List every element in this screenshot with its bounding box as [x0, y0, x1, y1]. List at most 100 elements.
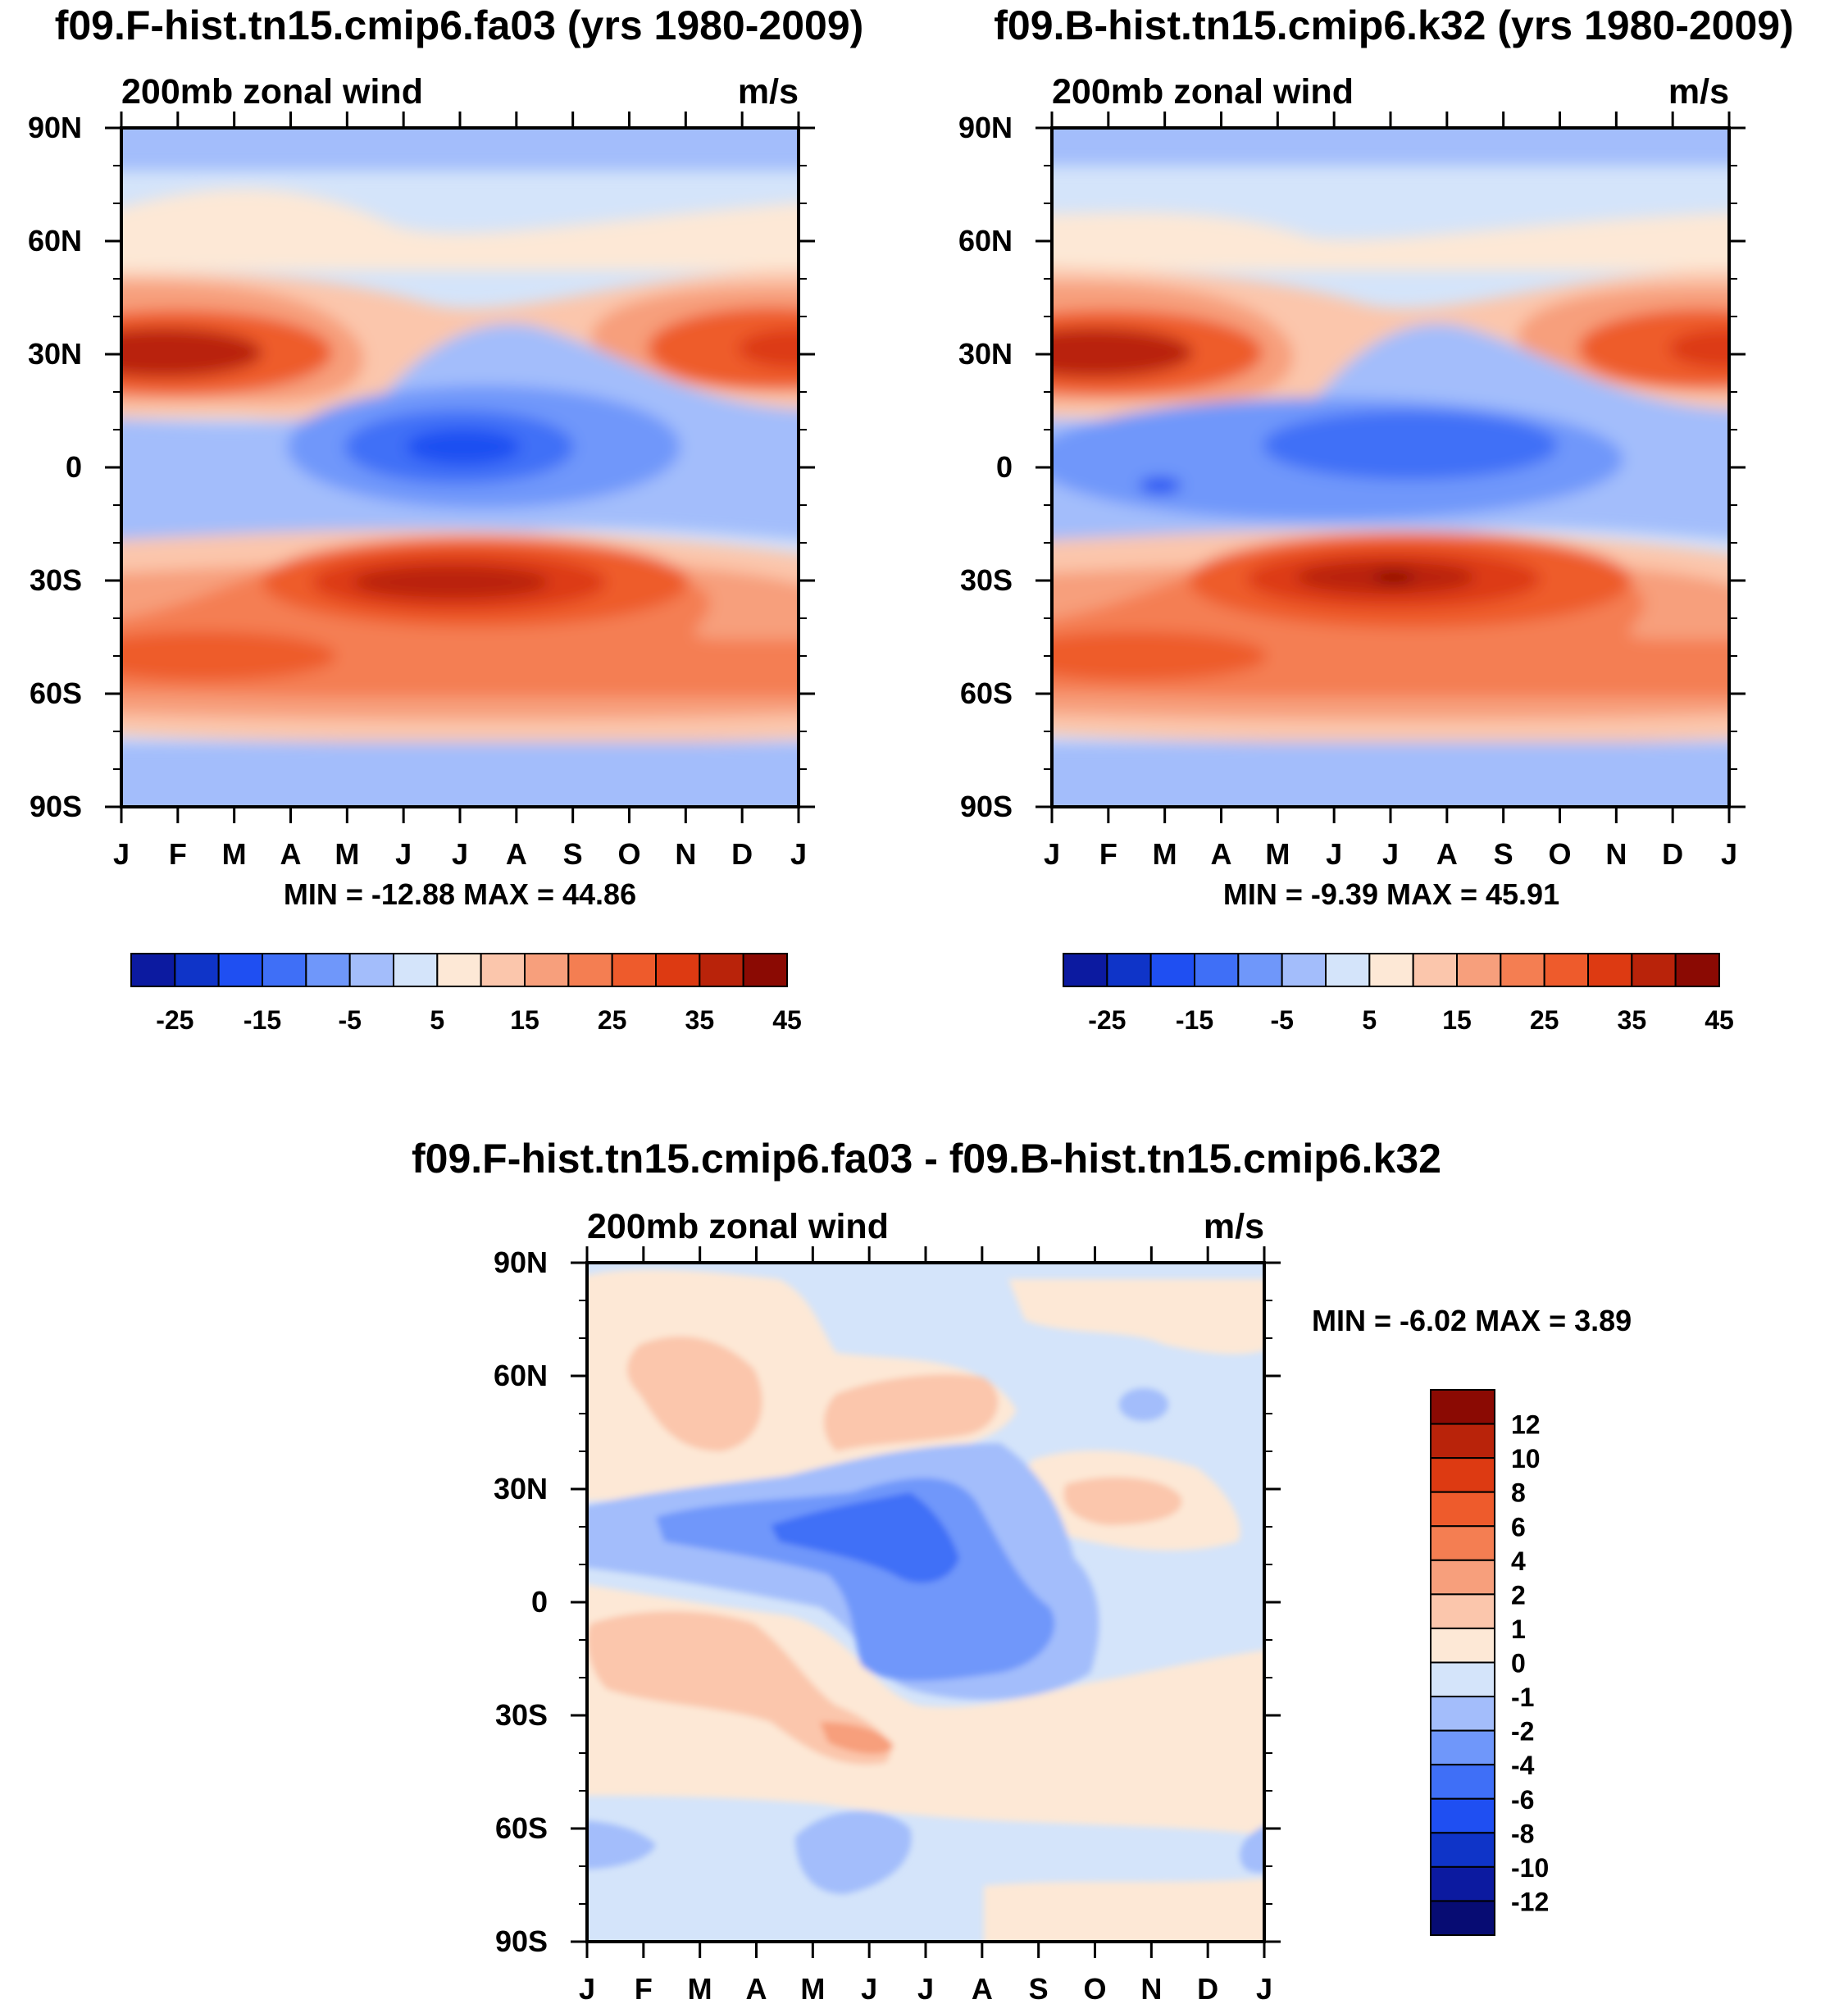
y-tick-label: 30N — [958, 337, 1013, 371]
colorbar-swatch — [217, 953, 263, 987]
panel-3-positive-nh-patch — [627, 1337, 762, 1451]
y-tick-label: 30S — [30, 563, 82, 597]
colorbar-label: 5 — [430, 1005, 444, 1035]
colorbar-label: 12 — [1511, 1410, 1541, 1440]
colorbar-swatch — [1430, 1457, 1495, 1493]
panel-1-units: m/s — [738, 72, 799, 112]
colorbar-label: -25 — [1088, 1005, 1126, 1035]
colorbar-label: 4 — [1511, 1546, 1526, 1576]
y-tick-label: 90N — [958, 111, 1013, 144]
colorbar-swatch — [1281, 953, 1327, 987]
panel-3-subtitle-left: 200mb zonal wind — [587, 1207, 889, 1246]
panel-3-min-max: MIN = -6.02 MAX = 3.89 — [1312, 1304, 1632, 1337]
x-tick-label: F — [635, 1972, 653, 2006]
colorbar-swatch — [1430, 1865, 1495, 1902]
panel-2-colorbar: -25 -15 -5 5 15 25 35 45 — [1063, 953, 1734, 1035]
colorbar-swatch — [1674, 953, 1720, 987]
colorbar-swatch — [567, 953, 613, 987]
colorbar-swatch — [1500, 953, 1545, 987]
colorbar-swatch — [742, 953, 789, 987]
colorbar-swatch — [348, 953, 394, 987]
panel-1-nh-subpolar-band — [121, 189, 799, 271]
colorbar-swatch — [1325, 953, 1371, 987]
panel-3-negative-nh-spot — [1119, 1388, 1168, 1421]
colorbar-label: -5 — [338, 1005, 361, 1035]
panel-3-negative-core — [656, 1478, 1055, 1681]
panel-1-field — [121, 128, 799, 807]
panel-3-positive-nh-patch-2 — [824, 1374, 999, 1451]
x-tick-label: F — [1099, 837, 1117, 871]
colorbar-label: 25 — [598, 1005, 627, 1035]
x-tick-label: J — [395, 837, 412, 871]
x-tick-label: O — [1083, 1972, 1106, 2006]
colorbar-label: 8 — [1511, 1478, 1526, 1508]
y-tick-label: 0 — [66, 450, 82, 484]
x-tick-label: M — [1265, 837, 1290, 871]
x-tick-label: O — [617, 837, 640, 871]
panel-1-colorbar: -25 -15 -5 5 15 25 35 45 — [130, 953, 802, 1035]
colorbar-swatch — [480, 953, 526, 987]
colorbar-label: -2 — [1511, 1717, 1534, 1747]
colorbar-swatch — [524, 953, 570, 987]
panel-2: f09.B-hist.tn15.cmip6.k32 (yrs 1980-2009… — [958, 2, 1794, 1035]
colorbar-label: -12 — [1511, 1887, 1549, 1916]
y-tick-label: 60N — [28, 224, 82, 257]
panel-1-nh-jet-max-dec — [738, 329, 799, 368]
colorbar-label: -6 — [1511, 1785, 1534, 1815]
colorbar-label: 45 — [772, 1005, 802, 1035]
colorbar-label: -4 — [1511, 1751, 1535, 1780]
colorbar-swatch — [1543, 953, 1589, 987]
x-tick-label: J — [790, 837, 807, 871]
y-tick-label: 60N — [494, 1359, 548, 1392]
x-tick-label: A — [506, 837, 527, 871]
panel-2-nh-jet-max-dec — [1668, 329, 1729, 368]
colorbar-swatch — [1368, 953, 1414, 987]
y-tick-label: 60N — [958, 224, 1013, 257]
colorbar-swatch — [1430, 1525, 1495, 1561]
colorbar-label: 35 — [1618, 1005, 1647, 1035]
y-tick-label: 30S — [495, 1698, 548, 1732]
colorbar-swatch — [1631, 953, 1677, 987]
y-tick-label: 90N — [494, 1246, 548, 1279]
panel-1-polar-north-band — [121, 128, 799, 171]
panel-1-sh-highlat-band — [121, 742, 799, 807]
panel-3-positive-tropic-sw-core — [820, 1722, 894, 1755]
y-tick-label: 90S — [495, 1924, 548, 1958]
colorbar-label: 1 — [1511, 1614, 1526, 1644]
colorbar-swatch — [393, 953, 439, 987]
panel-1-title: f09.F-hist.tn15.cmip6.fa03 (yrs 1980-200… — [55, 2, 864, 48]
y-tick-label: 0 — [531, 1585, 548, 1619]
panel-2-nh-subpolar-band — [1052, 212, 1729, 271]
x-tick-label: M — [335, 837, 359, 871]
colorbar-swatch — [262, 953, 307, 987]
y-tick-label: 90S — [30, 790, 82, 823]
panel-3-positive-ne-jet-core — [1063, 1477, 1182, 1525]
x-tick-label: N — [675, 837, 696, 871]
x-tick-label: O — [1548, 837, 1571, 871]
x-tick-label: J — [1326, 837, 1342, 871]
x-tick-label: S — [563, 837, 583, 871]
colorbar-swatch — [1237, 953, 1283, 987]
x-tick-label: A — [1436, 837, 1458, 871]
panel-1: f09.F-hist.tn15.cmip6.fa03 (yrs 1980-200… — [28, 2, 864, 1035]
colorbar-label: 0 — [1511, 1649, 1526, 1678]
panel-3: f09.F-hist.tn15.cmip6.fa03 - f09.B-hist.… — [412, 1136, 1632, 2006]
panel-3-negative-south-patch — [795, 1810, 912, 1894]
colorbar-swatch — [436, 953, 482, 987]
colorbar-swatch — [1106, 953, 1152, 987]
x-tick-label: J — [579, 1972, 595, 2006]
colorbar-swatch — [611, 953, 658, 987]
x-tick-label: M — [1153, 837, 1177, 871]
x-tick-label: S — [1029, 1972, 1049, 2006]
x-tick-label: M — [800, 1972, 825, 2006]
y-tick-label: 60S — [960, 676, 1013, 710]
x-tick-label: N — [1140, 1972, 1162, 2006]
panel-3-field — [587, 1263, 1264, 1942]
colorbar-swatch — [1430, 1559, 1495, 1596]
y-tick-label: 30N — [28, 337, 82, 371]
colorbar-swatch — [1194, 953, 1240, 987]
panel-3-title: f09.F-hist.tn15.cmip6.fa03 - f09.B-hist.… — [412, 1136, 1441, 1182]
